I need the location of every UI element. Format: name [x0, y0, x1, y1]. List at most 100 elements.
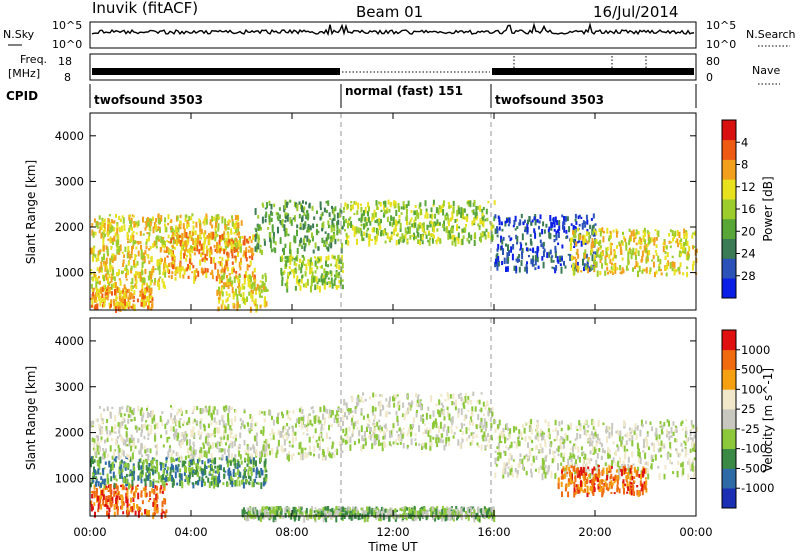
power-colorbar-swatch — [722, 179, 736, 200]
power-cell — [103, 253, 105, 261]
power-cell — [678, 254, 681, 257]
power-cell — [247, 249, 250, 253]
power-cell — [327, 220, 330, 225]
velocity-cell — [582, 458, 585, 464]
velocity-cell — [99, 472, 102, 475]
velocity-cell — [137, 438, 140, 443]
power-cell — [448, 205, 451, 209]
velocity-cell — [224, 408, 227, 411]
power-cell — [386, 216, 389, 223]
power-cell — [521, 252, 524, 260]
power-cell — [471, 220, 474, 226]
velocity-cell — [144, 423, 146, 429]
velocity-cell — [311, 423, 314, 427]
power-cell — [599, 230, 602, 237]
power-cell — [571, 237, 573, 242]
velocity-cell — [259, 475, 262, 478]
power-cell — [622, 269, 625, 274]
velocity-cell — [186, 440, 189, 445]
power-cell — [235, 274, 238, 279]
velocity-cell — [156, 422, 159, 430]
power-cell — [496, 228, 499, 234]
power-cell — [117, 287, 119, 293]
velocity-cell — [348, 426, 351, 432]
power-cell — [575, 265, 578, 269]
velocity-cell — [101, 428, 104, 435]
power-cell — [648, 238, 650, 245]
power-cell — [127, 240, 129, 244]
power-cell — [310, 285, 312, 293]
velocity-cell — [191, 454, 194, 459]
power-cell — [96, 277, 99, 284]
power-cell — [199, 244, 202, 247]
velocity-cell — [447, 436, 450, 442]
power-cell — [127, 296, 130, 303]
velocity-cell — [115, 483, 118, 488]
velocity-cell — [247, 469, 250, 476]
velocity-cell — [131, 480, 134, 487]
power-cell — [111, 241, 114, 245]
velocity-cell — [106, 453, 109, 458]
power-cell — [205, 213, 208, 220]
power-cell — [439, 208, 442, 213]
velocity-cell — [353, 441, 356, 446]
power-cell — [406, 239, 409, 243]
power-cell — [128, 214, 131, 221]
power-cell — [538, 220, 541, 224]
velocity-cell — [204, 470, 207, 475]
velocity-cell — [680, 421, 683, 427]
power-ylabel: Slant Range [km] — [24, 160, 38, 264]
power-cell — [225, 260, 228, 267]
power-cell — [131, 277, 134, 284]
power-cell — [679, 239, 681, 245]
power-cell — [211, 224, 214, 229]
power-cell — [226, 275, 228, 279]
velocity-cell — [309, 419, 312, 425]
power-cell — [217, 223, 220, 229]
velocity-cell — [193, 444, 196, 447]
power-cell — [414, 222, 417, 228]
power-cell — [119, 280, 122, 286]
power-cell — [334, 277, 337, 281]
velocity-cell — [549, 448, 551, 455]
velocity-cell — [368, 435, 371, 439]
power-cell — [451, 213, 454, 220]
power-cell — [255, 244, 258, 247]
velocity-cell — [495, 463, 498, 467]
power-cell — [246, 263, 249, 271]
velocity-cell — [371, 443, 374, 450]
power-cell — [463, 227, 466, 231]
power-cell — [364, 222, 367, 228]
power-cell — [304, 271, 307, 277]
velocity-cell — [192, 409, 195, 413]
power-cell — [391, 222, 394, 228]
power-cell — [200, 243, 203, 250]
power-cell — [144, 227, 147, 231]
velocity-cell — [500, 441, 503, 444]
power-cell — [228, 239, 231, 243]
power-cell — [627, 258, 630, 266]
power-cell — [676, 229, 679, 236]
power-cell — [414, 216, 417, 221]
velocity-cell — [167, 477, 170, 482]
velocity-cell — [409, 425, 412, 431]
power-cell — [555, 234, 558, 241]
power-cell — [129, 253, 132, 257]
velocity-cell — [385, 398, 388, 402]
velocity-cell — [163, 480, 166, 488]
velocity-cell — [374, 394, 377, 398]
velocity-cell — [321, 454, 324, 461]
velocity-cell — [498, 432, 501, 438]
power-cell — [534, 219, 537, 226]
power-cell — [593, 229, 596, 233]
velocity-cell — [284, 433, 287, 437]
velocity-cell — [218, 447, 221, 453]
power-cell — [114, 232, 117, 237]
velocity-cell — [362, 400, 365, 403]
velocity-cell — [122, 502, 125, 506]
power-cell — [620, 249, 623, 255]
power-cell — [247, 240, 250, 244]
velocity-cell — [114, 457, 117, 462]
velocity-cell — [465, 427, 468, 434]
velocity-cell — [229, 425, 232, 429]
